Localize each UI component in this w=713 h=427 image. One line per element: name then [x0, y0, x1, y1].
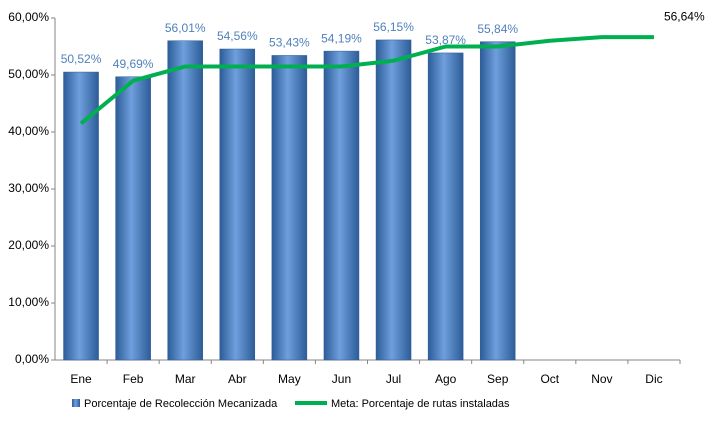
x-tick-label: Jul [386, 372, 401, 386]
x-tick-label: Ago [435, 372, 457, 386]
x-tick-label: Abr [228, 372, 247, 386]
y-tick-label: 60,00% [8, 10, 49, 24]
y-tick-label: 30,00% [8, 181, 49, 195]
data-label: 53,43% [269, 36, 310, 50]
line [79, 35, 654, 125]
legend-label: Porcentaje de Recolección Mecanizada [84, 398, 278, 410]
legend-swatch [72, 399, 80, 407]
bar [271, 55, 308, 361]
x-tick-label: Jun [332, 372, 351, 386]
y-tick-label: 20,00% [8, 238, 49, 252]
data-label: 54,19% [321, 31, 362, 45]
y-tick-label: 50,00% [8, 67, 49, 81]
data-label: 56,01% [165, 21, 206, 35]
legend-label: Meta: Porcentaje de rutas instaladas [331, 398, 510, 410]
bar [375, 39, 412, 361]
x-tick-label: Ene [70, 372, 92, 386]
x-tick-label: Sep [487, 372, 509, 386]
bar [167, 40, 203, 361]
x-tick-label: Oct [540, 372, 559, 386]
y-tick-label: 10,00% [8, 295, 49, 309]
bar [115, 76, 151, 361]
data-label: 53,87% [425, 33, 466, 47]
data-label: 54,56% [217, 29, 258, 43]
x-tick-label: Dic [645, 372, 662, 386]
data-label: 56,15% [373, 20, 414, 34]
data-label: 56,64% [664, 9, 705, 23]
data-label: 49,69% [113, 57, 154, 71]
x-tick-label: Nov [591, 372, 612, 386]
data-label: 55,84% [477, 22, 518, 36]
bar [427, 52, 464, 361]
y-tick-label: 40,00% [8, 124, 49, 138]
bar [219, 48, 256, 361]
bar [63, 71, 99, 361]
bar [323, 50, 360, 361]
y-tick-label: 0,00% [15, 352, 49, 366]
x-tick-label: May [278, 372, 301, 386]
x-tick-label: Mar [175, 372, 196, 386]
bar [479, 41, 516, 361]
data-label: 50,52% [61, 52, 102, 66]
x-tick-label: Feb [123, 372, 144, 386]
